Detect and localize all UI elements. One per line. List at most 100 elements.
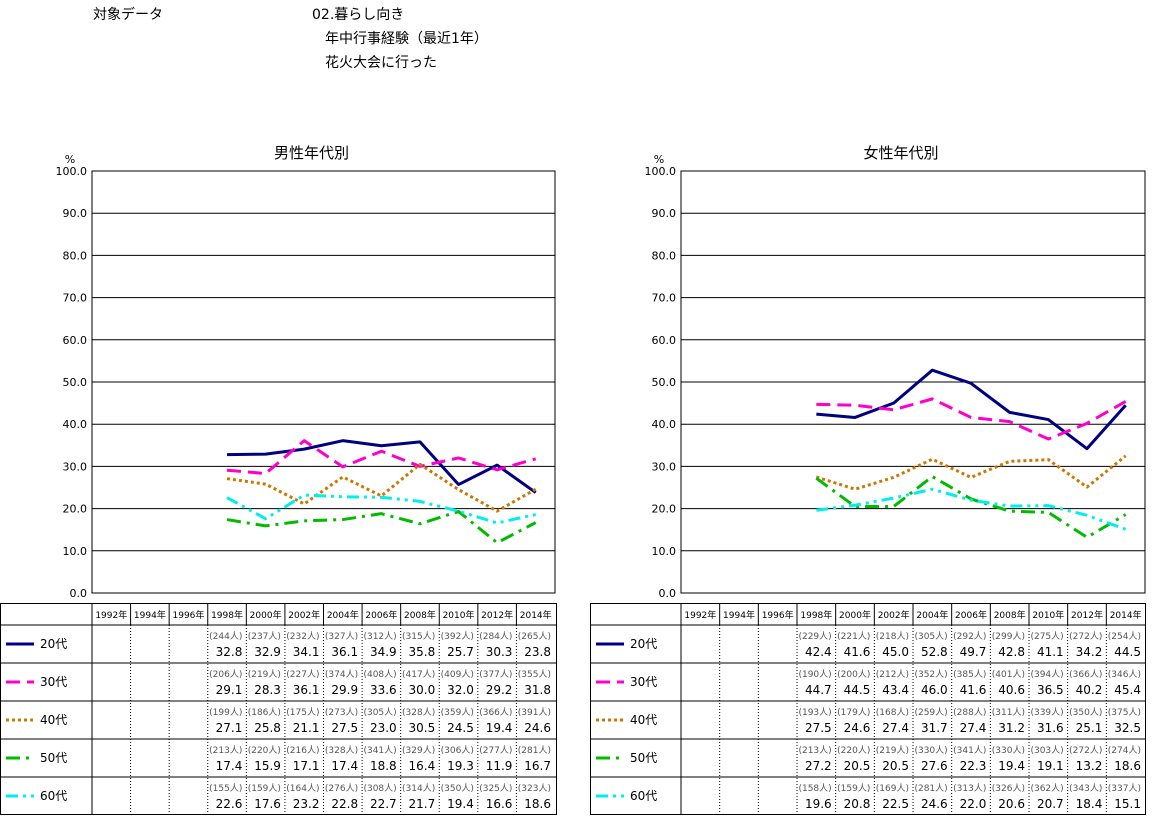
table-count: (355人) <box>518 669 551 680</box>
table-count: (186人) <box>248 707 281 718</box>
table-count: (305人) <box>914 631 947 642</box>
table-value: 18.6 <box>1114 759 1141 773</box>
table-value: 28.3 <box>254 683 281 697</box>
table-value: 27.4 <box>882 721 909 735</box>
table-value: 24.6 <box>921 797 948 811</box>
table-year-label: 2014年 <box>1110 609 1142 621</box>
table-count: (377人) <box>479 669 512 680</box>
table-year-label: 2012年 <box>481 609 513 621</box>
table-count: (200人) <box>837 669 870 680</box>
data-table: 1992年 1994年 1996年 1998年 2000年 2002年 2004年 2006年… <box>590 603 1146 815</box>
table-value: 27.6 <box>921 759 948 773</box>
table-count: (281人) <box>518 745 551 756</box>
table-count: (159人) <box>248 783 281 794</box>
table-count: (218人) <box>876 631 909 642</box>
y-unit-label: % <box>654 153 664 166</box>
table-count: (323人) <box>518 783 551 794</box>
table-value: 49.7 <box>960 645 987 659</box>
y-tick-label: 60.0 <box>63 334 88 347</box>
y-tick-label: 60.0 <box>652 334 677 347</box>
table-value: 22.8 <box>331 797 358 811</box>
table-count: (303人) <box>1030 745 1063 756</box>
table-count: (408人) <box>363 669 396 680</box>
table-year-label: 1998年 <box>211 609 243 621</box>
table-count: (315人) <box>402 631 435 642</box>
table-year-label: 2002年 <box>878 609 910 621</box>
y-unit-label: % <box>65 153 75 166</box>
table-value: 16.6 <box>486 797 513 811</box>
table-count: (237人) <box>248 631 281 642</box>
table-count: (311人) <box>992 707 1025 718</box>
table-value: 18.4 <box>1076 797 1103 811</box>
table-count: (375人) <box>1108 707 1141 718</box>
table-value: 15.1 <box>1114 797 1141 811</box>
header-label: 対象データ <box>93 7 163 23</box>
y-tick-label: 10.0 <box>652 545 677 558</box>
table-value: 24.6 <box>844 721 871 735</box>
table-value: 13.2 <box>1076 759 1103 773</box>
table-frame <box>0 603 557 815</box>
table-value: 32.9 <box>254 645 281 659</box>
legend-label: 30代 <box>40 675 67 689</box>
table-count: (392人) <box>441 631 474 642</box>
table-value: 23.2 <box>293 797 320 811</box>
table-year-label: 2002年 <box>288 609 320 621</box>
table-count: (206人) <box>209 669 242 680</box>
table-year-label: 2004年 <box>916 609 948 621</box>
chart-title: 男性年代別 <box>274 144 349 162</box>
table-year-label: 2006年 <box>955 609 987 621</box>
table-value: 24.6 <box>524 721 551 735</box>
table-count: (366人) <box>1069 669 1102 680</box>
table-count: (306人) <box>441 745 474 756</box>
series-line-30代 <box>226 439 537 476</box>
table-count: (341人) <box>953 745 986 756</box>
table-count: (219人) <box>248 669 281 680</box>
y-tick-label: 10.0 <box>63 545 88 558</box>
table-value: 29.1 <box>216 683 243 697</box>
table-year-label: 2012年 <box>1071 609 1103 621</box>
table-value: 34.2 <box>1076 645 1103 659</box>
table-value: 29.2 <box>486 683 513 697</box>
table-value: 32.5 <box>1114 721 1141 735</box>
table-value: 29.9 <box>331 683 358 697</box>
table-value: 19.4 <box>998 759 1025 773</box>
legend-label: 50代 <box>40 751 67 765</box>
data-table: 1992年 1994年 1996年 1998年 2000年 2002年 2004年 2006年… <box>0 603 557 815</box>
table-value: 17.4 <box>216 759 243 773</box>
table-count: (220人) <box>837 745 870 756</box>
table-value: 46.0 <box>921 683 948 697</box>
table-count: (313人) <box>953 783 986 794</box>
legend-label: 20代 <box>40 637 67 651</box>
table-count: (394人) <box>1030 669 1063 680</box>
table-value: 31.6 <box>1037 721 1064 735</box>
table-count: (288人) <box>953 707 986 718</box>
legend-label: 50代 <box>630 751 657 765</box>
table-value: 30.0 <box>409 683 436 697</box>
y-tick-label: 50.0 <box>63 376 88 389</box>
table-value: 32.0 <box>447 683 474 697</box>
table-count: (213人) <box>798 745 831 756</box>
y-tick-label: 70.0 <box>652 292 677 305</box>
series-line-20代 <box>816 368 1127 451</box>
table-value: 25.7 <box>447 645 474 659</box>
table-count: (193人) <box>798 707 831 718</box>
table-year-label: 2000年 <box>839 609 871 621</box>
table-value: 22.5 <box>882 797 909 811</box>
table-count: (220人) <box>248 745 281 756</box>
table-count: (339人) <box>1030 707 1063 718</box>
table-count: (312人) <box>363 631 396 642</box>
table-value: 43.4 <box>882 683 909 697</box>
chart-panel-female: 女性年代別% 0.0 10.0 20.0 30.0 40.0 50.0 60.0 70.0 80.… <box>590 144 1146 815</box>
table-count: (229人) <box>798 631 831 642</box>
table-count: (328人) <box>325 745 358 756</box>
table-count: (158人) <box>798 783 831 794</box>
table-frame <box>590 603 1146 815</box>
table-value: 18.6 <box>524 797 551 811</box>
table-value: 22.7 <box>370 797 397 811</box>
y-tick-label: 80.0 <box>652 249 677 262</box>
table-count: (327人) <box>325 631 358 642</box>
series-line-60代 <box>816 487 1127 531</box>
table-count: (213人) <box>209 745 242 756</box>
table-value: 42.8 <box>998 645 1025 659</box>
table-value: 33.6 <box>370 683 397 697</box>
